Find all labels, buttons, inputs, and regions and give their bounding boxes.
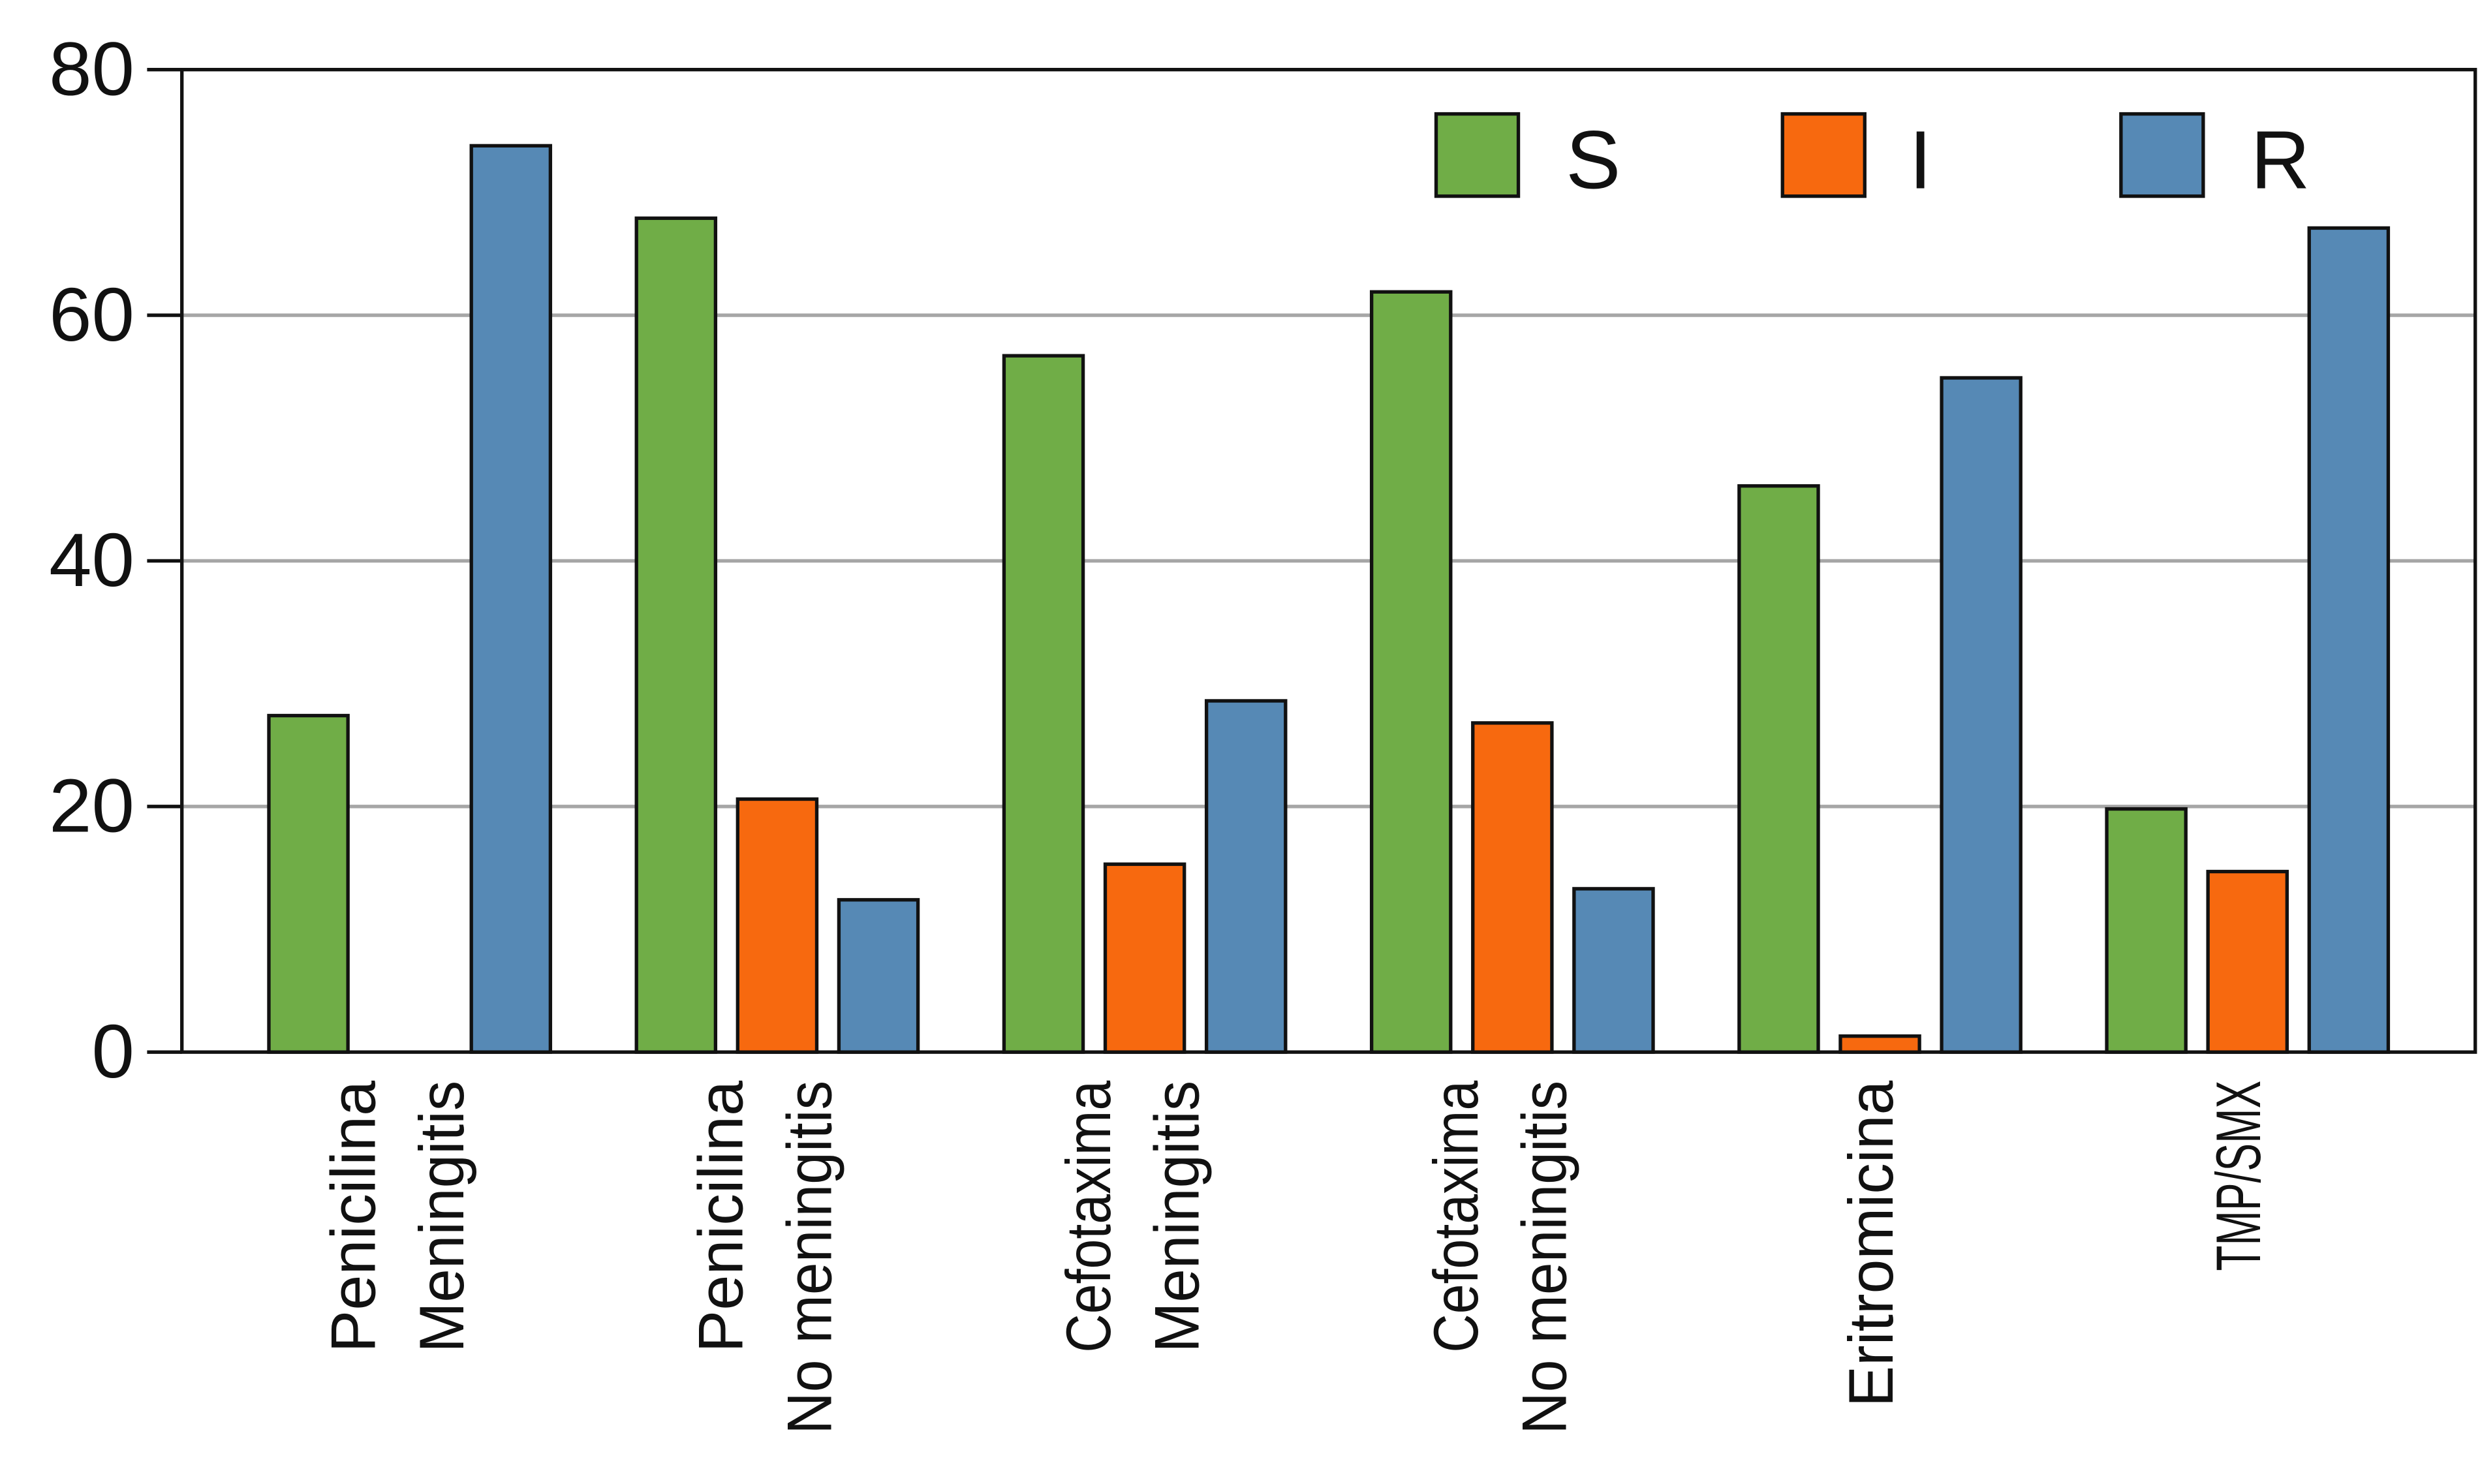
bar-i: [2206, 869, 2289, 1054]
y-tick-label: 0: [92, 1009, 134, 1094]
bar-r: [2307, 226, 2391, 1054]
bar-s: [1369, 290, 1453, 1054]
gridlines: [181, 313, 2475, 809]
x-axis: Penicilina Meningitis Penicilina No meningi…: [317, 1081, 2274, 1434]
x-tick-label: Penicilina: [317, 1081, 388, 1353]
legend-label: R: [2251, 114, 2310, 206]
x-tick-label: Meningitis: [1141, 1081, 1213, 1353]
legend-swatch-r: [2119, 112, 2205, 198]
bar-r: [1572, 887, 1655, 1054]
bar-s: [1737, 484, 1820, 1054]
legend-swatch-i: [1780, 112, 1867, 198]
y-axis: 0 20 40 60 80: [49, 26, 182, 1094]
y-tick-label: 20: [49, 764, 134, 848]
bar-i: [1838, 1034, 1921, 1054]
bar-i: [736, 797, 819, 1054]
legend-swatch-s: [1434, 112, 1521, 198]
y-tick-label: 60: [49, 272, 134, 357]
x-tick-label: Penicilina: [685, 1081, 756, 1353]
bar-s: [634, 216, 718, 1054]
x-tick-label: No meningitis: [773, 1081, 845, 1434]
legend-label: I: [1909, 114, 1932, 206]
bar-s: [267, 713, 350, 1054]
x-tick-label: TMP/SMX: [2203, 1081, 2274, 1271]
bar-i: [1471, 721, 1554, 1054]
y-tick-label: 40: [49, 518, 134, 602]
x-tick-label: No meningitis: [1509, 1081, 1580, 1434]
bar-r: [469, 144, 553, 1054]
x-tick-label: Meningitis: [406, 1081, 477, 1353]
bar-r: [837, 898, 920, 1054]
bar-s: [2105, 807, 2188, 1054]
legend-label: S: [1566, 114, 1620, 206]
x-tick-label: Cefotaxima: [1420, 1081, 1491, 1353]
bar-r: [1204, 699, 1288, 1054]
bar-s: [1002, 354, 1085, 1054]
y-tick-label: 80: [49, 26, 134, 111]
x-tick-label: Cefotaxima: [1053, 1081, 1124, 1353]
bar-i: [1103, 862, 1186, 1054]
bar-r: [1940, 376, 2023, 1054]
x-tick-label: Eritromicina: [1835, 1081, 1906, 1407]
bars: [267, 144, 2391, 1054]
